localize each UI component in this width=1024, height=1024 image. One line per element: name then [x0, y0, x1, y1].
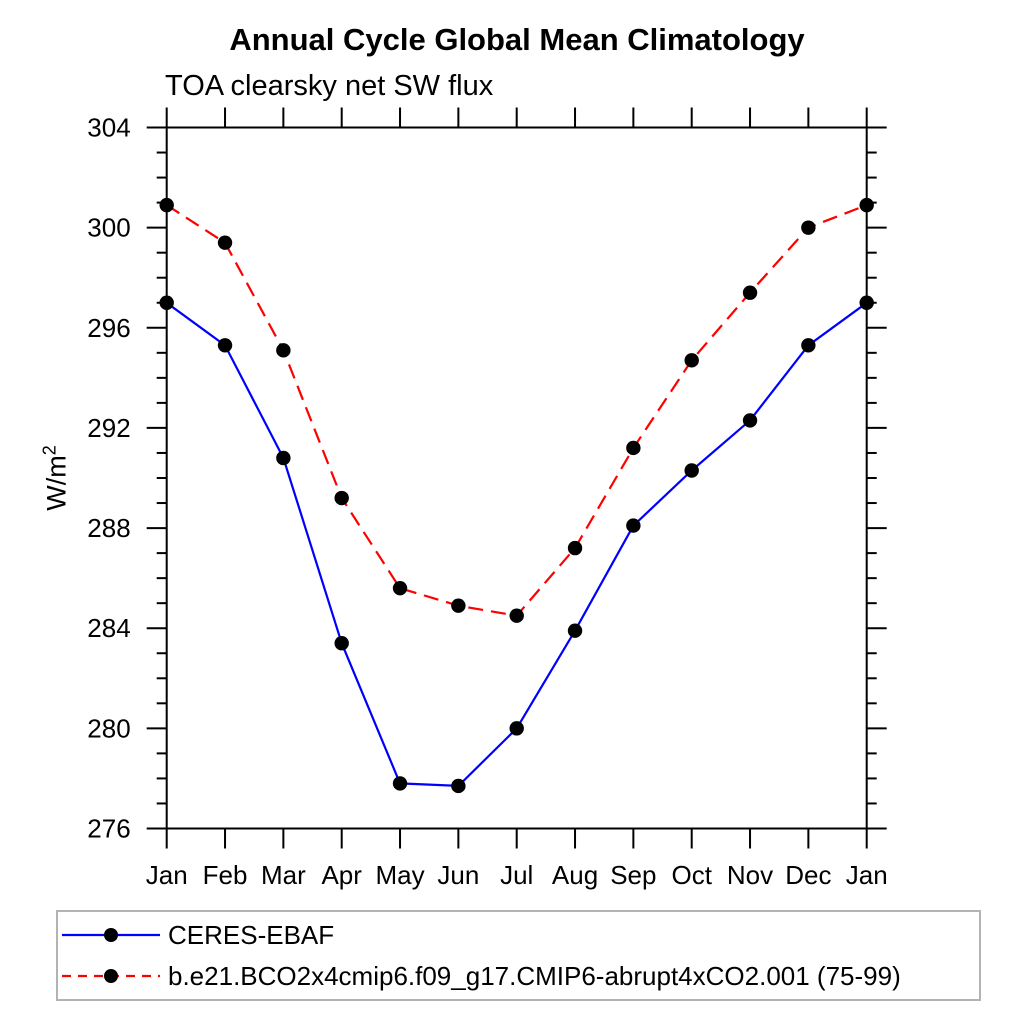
legend-label-model: b.e21.BCO2x4cmip6.f09_g17.CMIP6-abrupt4x…	[168, 961, 901, 992]
x-tick-label: Mar	[261, 860, 306, 890]
data-point-model	[217, 235, 233, 250]
y-tick-label: 300	[87, 213, 130, 243]
y-tick-label: 288	[87, 513, 130, 543]
x-tick-label: Feb	[203, 860, 248, 890]
data-point-ceres-ebaf	[217, 338, 233, 353]
data-point-model	[684, 353, 699, 368]
data-point-model	[392, 580, 408, 596]
x-tick-label: Jan	[846, 860, 888, 890]
x-tick-label: Nov	[727, 860, 773, 890]
data-point-ceres-ebaf	[159, 295, 174, 310]
chart-title: Annual Cycle Global Mean Climatology	[229, 22, 805, 57]
data-point-ceres-ebaf	[626, 518, 641, 533]
data-point-ceres-ebaf	[392, 776, 408, 791]
data-point-ceres-ebaf	[742, 413, 758, 428]
data-point-ceres-ebaf	[451, 778, 466, 794]
legend-marker-circle	[104, 969, 118, 984]
legend-sample-model	[62, 969, 160, 984]
y-tick-label: 296	[87, 313, 130, 343]
data-point-model	[801, 220, 816, 235]
data-point-model	[276, 343, 291, 358]
data-point-model	[567, 540, 583, 556]
data-point-model	[334, 490, 349, 506]
data-point-ceres-ebaf	[859, 295, 874, 310]
data-point-ceres-ebaf	[276, 450, 291, 466]
legend-entry-ceres: CERES-EBAF	[58, 916, 979, 954]
y-tick-label: 276	[87, 814, 130, 844]
data-point-model	[451, 598, 466, 613]
x-tick-label: Apr	[321, 860, 362, 890]
y-tick-label: 304	[87, 113, 130, 143]
chart-subtitle: TOA clearsky net SW flux	[165, 70, 494, 102]
legend-sample-ceres	[62, 927, 160, 942]
legend: CERES-EBAF b.e21.BCO2x4cmip6.f09_g17.CMI…	[56, 910, 981, 1001]
series-line-ceres-ebaf	[166, 301, 868, 788]
data-point-ceres-ebaf	[509, 721, 524, 736]
data-point-model	[509, 608, 524, 623]
x-tick-label: Oct	[671, 860, 712, 890]
y-tick-label: 284	[87, 613, 130, 643]
data-point-ceres-ebaf	[567, 623, 583, 638]
data-point-model	[159, 197, 174, 213]
x-tick-label: Jun	[437, 860, 479, 890]
y-tick-label: 280	[87, 713, 130, 743]
data-point-model	[742, 285, 758, 300]
legend-entry-model: b.e21.BCO2x4cmip6.f09_g17.CMIP6-abrupt4x…	[58, 957, 979, 995]
y-tick-label: 292	[87, 413, 130, 443]
x-tick-label: Sep	[610, 860, 656, 890]
x-tick-label: Jul	[500, 860, 533, 890]
x-tick-label: May	[375, 860, 424, 890]
data-point-ceres-ebaf	[334, 636, 349, 651]
x-tick-label: Jan	[146, 860, 188, 890]
legend-label-ceres: CERES-EBAF	[168, 919, 335, 950]
x-tick-label: Dec	[785, 860, 831, 890]
data-point-model	[626, 440, 641, 456]
x-tick-label: Aug	[552, 860, 598, 890]
data-point-model	[859, 197, 874, 213]
data-point-ceres-ebaf	[684, 463, 699, 478]
legend-marker-circle	[104, 927, 118, 942]
data-point-ceres-ebaf	[801, 338, 816, 353]
series-line-model	[166, 204, 868, 617]
